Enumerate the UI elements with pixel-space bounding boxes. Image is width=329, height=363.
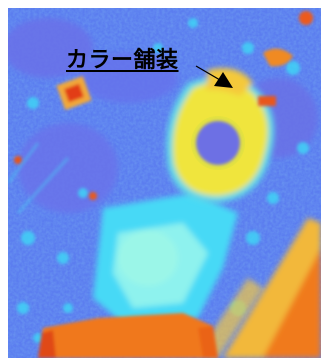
color-pavement-region: [166, 68, 275, 203]
circular-patch: [196, 121, 240, 165]
thermal-image: [8, 8, 321, 358]
annotation-label: カラー舗装: [66, 48, 179, 73]
orange-roof-region: [38, 313, 218, 358]
cyan-ground-region: [93, 193, 238, 328]
